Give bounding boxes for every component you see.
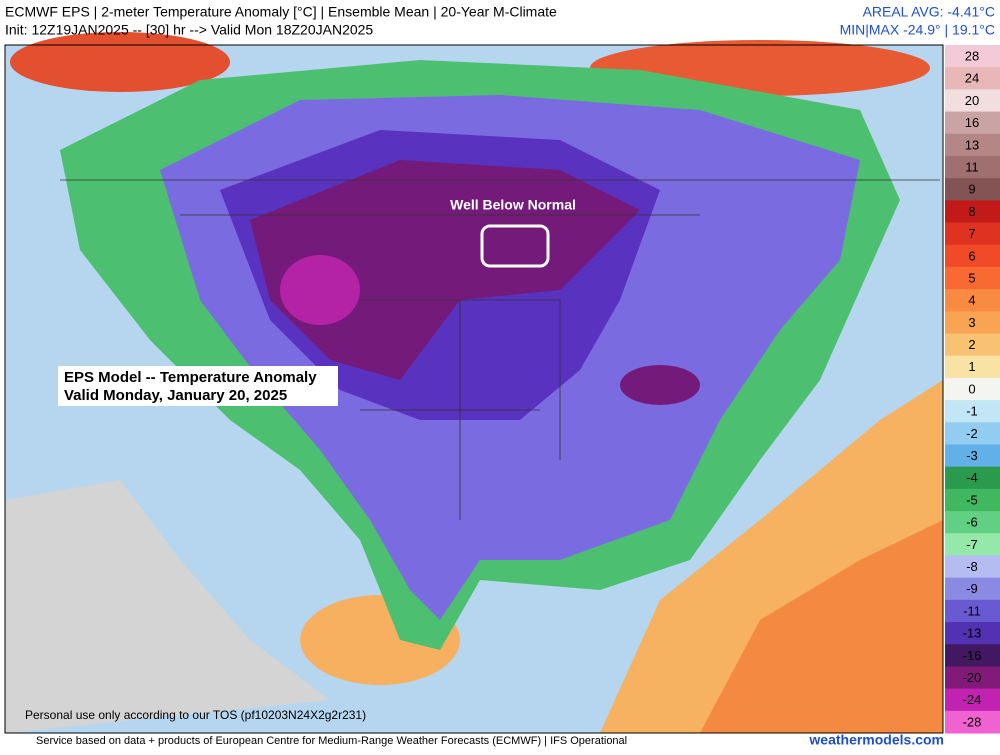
colorbar-label: -8 [966, 559, 978, 574]
footer-site: weathermodels.com [808, 732, 944, 748]
colorbar-swatch [945, 511, 1000, 534]
colorbar-label: 20 [965, 93, 979, 108]
colorbar-swatch [945, 155, 1000, 179]
annotation-line: EPS Model -- Temperature Anomaly [64, 369, 317, 386]
colorbar-swatch [945, 466, 1000, 490]
colorbar-label: 0 [968, 381, 975, 396]
colorbar-swatch [945, 666, 1000, 690]
colorbar-label: -1 [966, 404, 978, 419]
colorbar-label: 7 [968, 226, 975, 241]
colorbar-swatch [945, 222, 1000, 246]
colorbar: 28 24 20 16 13 11 9 8 7 6 5 4 3 2 1 0 -1 -2 -3 -4 -5 -6 -7 -8 -9… [945, 45, 1000, 734]
annotation-box [58, 366, 338, 406]
colorbar-label: 2 [968, 337, 975, 352]
colorbar-label: -2 [966, 426, 978, 441]
colorbar-swatch [945, 644, 1000, 667]
colorbar-swatch [945, 688, 1000, 712]
colorbar-swatch [945, 422, 1000, 445]
map-warm-ocean [700, 520, 943, 733]
colorbar-label: -24 [963, 692, 982, 707]
map-boundaries [60, 179, 940, 520]
colorbar-label: -3 [966, 448, 978, 463]
highlight-label: Well Below Normal [450, 197, 576, 213]
colorbar-label: 13 [965, 137, 979, 152]
colorbar-swatch [945, 622, 1000, 645]
areal-avg: AREAL AVG: -4.41°C [863, 4, 995, 20]
subtitle: Init: 12Z19JAN2025 -- [30] hr --> Valid … [5, 22, 373, 38]
colorbar-swatch [945, 377, 1000, 401]
colorbar-label: 5 [968, 270, 975, 285]
colorbar-label: 11 [965, 160, 979, 175]
colorbar-label: 9 [968, 182, 975, 197]
colorbar-swatch [945, 355, 1000, 379]
colorbar-label: -11 [963, 603, 981, 618]
colorbar-swatch [945, 533, 1000, 556]
colorbar-swatch [945, 289, 1000, 312]
map-frame [4, 44, 944, 734]
colorbar-swatch [945, 45, 1000, 68]
colorbar-label: -7 [966, 537, 978, 552]
highlight-box [480, 224, 550, 268]
map: Well Below Normal EPS Model -- Temperatu… [4, 32, 944, 734]
colorbar-label: 6 [968, 248, 975, 263]
colorbar-swatch [945, 599, 1000, 623]
colorbar-swatch [945, 710, 1000, 734]
footer-credit: Service based on data + products of Euro… [36, 735, 627, 747]
colorbar-swatch [945, 178, 1000, 201]
colorbar-label: 3 [968, 315, 975, 330]
colorbar-label: 24 [965, 71, 979, 86]
colorbar-swatch [945, 200, 1000, 224]
colorbar-label: 28 [965, 49, 979, 64]
colorbar-label: -9 [966, 581, 978, 596]
colorbar-label: -28 [963, 714, 982, 729]
map-warm-patch [10, 32, 230, 92]
colorbar-label: 8 [968, 204, 975, 219]
title: ECMWF EPS | 2-meter Temperature Anomaly … [5, 4, 557, 20]
colorbar-label: 16 [965, 115, 979, 130]
colorbar-label: -4 [966, 470, 978, 485]
annotation-line: Valid Monday, January 20, 2025 [64, 387, 287, 404]
colorbar-swatch [945, 333, 1000, 357]
colorbar-swatch [945, 111, 1000, 135]
colorbar-swatch [945, 133, 1000, 157]
colorbar-swatch [945, 311, 1000, 335]
colorbar-label: -6 [966, 515, 978, 530]
colorbar-label: -16 [963, 648, 982, 663]
colorbar-swatch [945, 266, 1000, 290]
min-max: MIN|MAX -24.9° | 19.1°C [840, 22, 995, 38]
colorbar-label: 4 [968, 293, 975, 308]
colorbar-swatch [945, 577, 1000, 601]
colorbar-swatch [945, 444, 1000, 468]
colorbar-swatch [945, 400, 1000, 423]
colorbar-swatch [945, 89, 1000, 113]
tos-note: Personal use only according to our TOS (… [25, 708, 366, 722]
colorbar-swatch [945, 488, 1000, 512]
map-dark-purple [620, 365, 700, 405]
map-gray [5, 480, 330, 733]
colorbar-label: -5 [966, 492, 978, 507]
colorbar-label: -13 [963, 626, 982, 641]
colorbar-label: 1 [968, 359, 975, 374]
map-magenta [280, 255, 360, 325]
colorbar-swatch [945, 555, 1000, 579]
colorbar-swatch [945, 244, 1000, 268]
colorbar-label: -20 [963, 670, 982, 685]
colorbar-swatch [945, 67, 1000, 90]
